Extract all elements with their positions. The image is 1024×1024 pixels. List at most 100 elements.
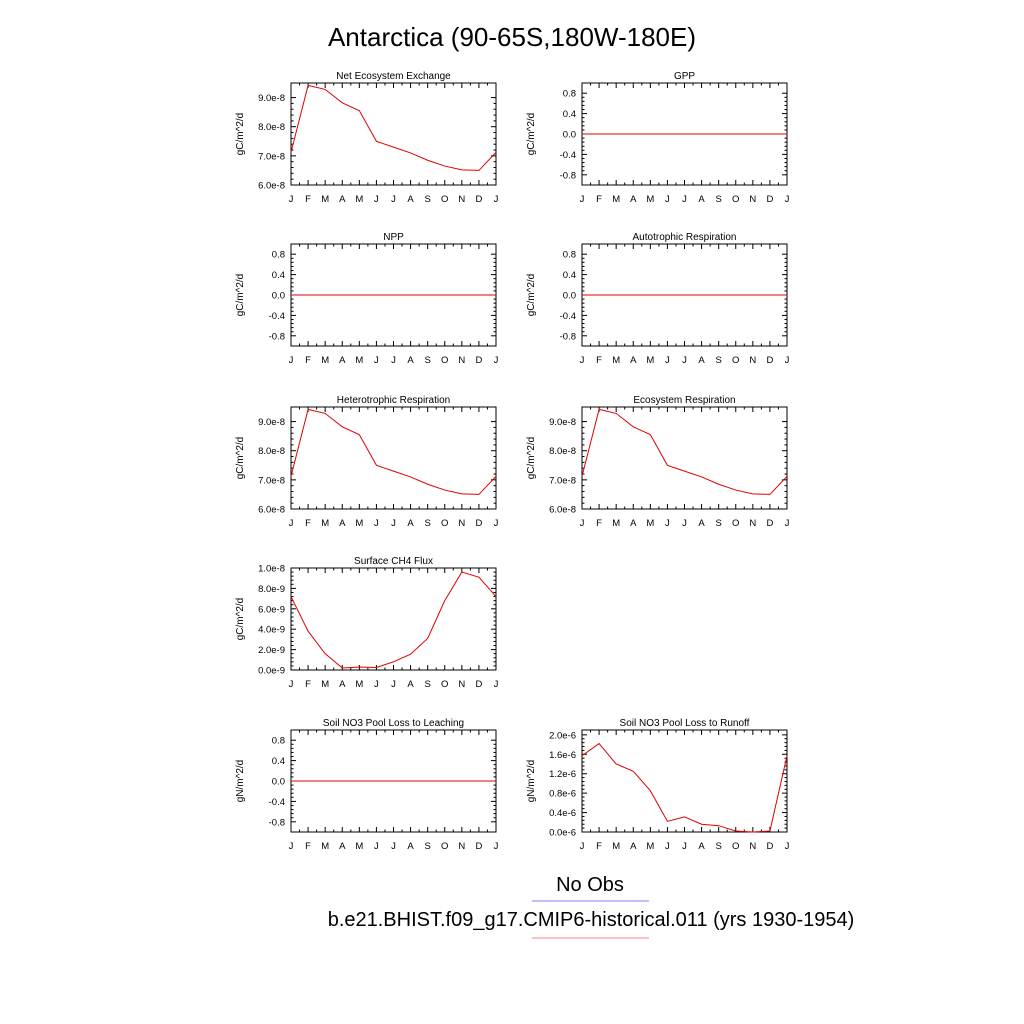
y-tick-label: 1.0e-8 — [258, 564, 285, 575]
x-tick-label: J — [665, 194, 670, 205]
x-tick-label: J — [494, 841, 499, 852]
x-tick-label: M — [355, 679, 363, 690]
x-tick-label: M — [646, 355, 654, 366]
x-tick-label: F — [596, 841, 602, 852]
x-tick-label: J — [580, 194, 585, 205]
x-tick-label: F — [305, 194, 311, 205]
x-tick-label: S — [715, 841, 721, 852]
y-tick-label: -0.4 — [560, 150, 576, 161]
x-tick-label: J — [494, 679, 499, 690]
y-tick-label: -0.4 — [269, 311, 285, 322]
x-tick-label: F — [596, 355, 602, 366]
y-tick-label: 1.6e-6 — [549, 750, 576, 761]
panel-frame — [290, 567, 497, 671]
y-tick-label: 4.0e-9 — [258, 625, 285, 636]
x-tick-label: A — [698, 518, 705, 529]
panel-title: Ecosystem Respiration — [633, 395, 735, 406]
y-tick-label: 8.0e-8 — [549, 446, 576, 457]
y-axis-label: gN/m^2/d — [235, 760, 246, 803]
y-tick-label: -0.8 — [269, 817, 285, 828]
x-tick-label: A — [407, 841, 414, 852]
x-tick-label: O — [732, 355, 739, 366]
series-line — [290, 571, 497, 669]
y-tick-label: 0.0e-9 — [258, 666, 285, 677]
panel-title: GPP — [674, 71, 695, 82]
x-tick-label: A — [698, 841, 705, 852]
panel-title: Autotrophic Respiration — [633, 232, 737, 243]
x-tick-label: N — [458, 841, 465, 852]
x-tick-label: D — [475, 679, 482, 690]
x-tick-label: M — [612, 841, 620, 852]
y-axis-label: gN/m^2/d — [526, 760, 537, 803]
panel-title: Soil NO3 Pool Loss to Runoff — [620, 718, 750, 729]
x-tick-label: M — [646, 194, 654, 205]
x-tick-label: J — [785, 355, 790, 366]
x-tick-label: J — [374, 355, 379, 366]
x-tick-label: S — [715, 518, 721, 529]
x-tick-label: O — [441, 679, 448, 690]
x-tick-label: J — [391, 355, 396, 366]
x-tick-label: J — [494, 194, 499, 205]
x-tick-label: S — [424, 679, 430, 690]
y-tick-label: 0.4 — [563, 270, 576, 281]
x-tick-label: J — [785, 194, 790, 205]
x-tick-label: F — [596, 518, 602, 529]
x-tick-label: A — [407, 679, 414, 690]
y-tick-label: 8.0e-8 — [258, 122, 285, 133]
x-tick-label: J — [391, 679, 396, 690]
panel-title: Heterotrophic Respiration — [337, 395, 450, 406]
x-tick-label: J — [682, 841, 687, 852]
x-tick-label: N — [458, 194, 465, 205]
x-tick-label: N — [458, 679, 465, 690]
x-tick-label: O — [441, 194, 448, 205]
x-tick-label: D — [475, 518, 482, 529]
y-tick-label: 6.0e-9 — [258, 604, 285, 615]
y-tick-label: -0.4 — [560, 311, 576, 322]
x-tick-label: O — [441, 518, 448, 529]
y-tick-label: 0.4 — [563, 109, 576, 120]
x-tick-label: D — [766, 355, 773, 366]
x-tick-label: S — [715, 355, 721, 366]
x-tick-label: A — [698, 355, 705, 366]
y-tick-label: 6.0e-8 — [258, 181, 285, 192]
x-tick-label: J — [391, 518, 396, 529]
x-tick-label: J — [785, 518, 790, 529]
x-tick-label: A — [339, 679, 346, 690]
y-tick-label: -0.8 — [560, 331, 576, 342]
series-line — [290, 84, 497, 171]
panel-title: NPP — [383, 232, 404, 243]
x-tick-label: J — [374, 194, 379, 205]
x-tick-label: J — [665, 841, 670, 852]
x-tick-label: A — [630, 518, 637, 529]
y-tick-label: 2.0e-6 — [549, 730, 576, 741]
x-tick-label: S — [424, 518, 430, 529]
x-tick-label: S — [424, 355, 430, 366]
y-tick-label: 8.0e-8 — [258, 446, 285, 457]
legend: No Obs b.e21.BHIST.f09_g17.CMIP6-histori… — [328, 874, 854, 939]
x-tick-label: N — [458, 518, 465, 529]
y-tick-label: -0.8 — [560, 170, 576, 181]
x-tick-label: J — [289, 841, 294, 852]
series-line — [290, 408, 497, 495]
x-tick-label: J — [580, 841, 585, 852]
x-tick-label: N — [458, 355, 465, 366]
x-tick-label: O — [732, 841, 739, 852]
panel-title: Surface CH4 Flux — [354, 556, 433, 567]
x-tick-label: S — [424, 841, 430, 852]
x-tick-label: J — [374, 518, 379, 529]
x-tick-label: M — [612, 518, 620, 529]
y-axis-label: gC/m^2/d — [526, 437, 537, 480]
y-tick-label: 0.8e-6 — [549, 789, 576, 800]
x-tick-label: A — [630, 194, 637, 205]
y-tick-label: 0.0 — [563, 291, 576, 302]
x-tick-label: F — [596, 194, 602, 205]
y-tick-label: 2.0e-9 — [258, 645, 285, 656]
x-tick-label: M — [321, 679, 329, 690]
x-tick-label: J — [494, 355, 499, 366]
y-tick-label: 0.0e-6 — [549, 828, 576, 839]
x-tick-label: A — [630, 841, 637, 852]
